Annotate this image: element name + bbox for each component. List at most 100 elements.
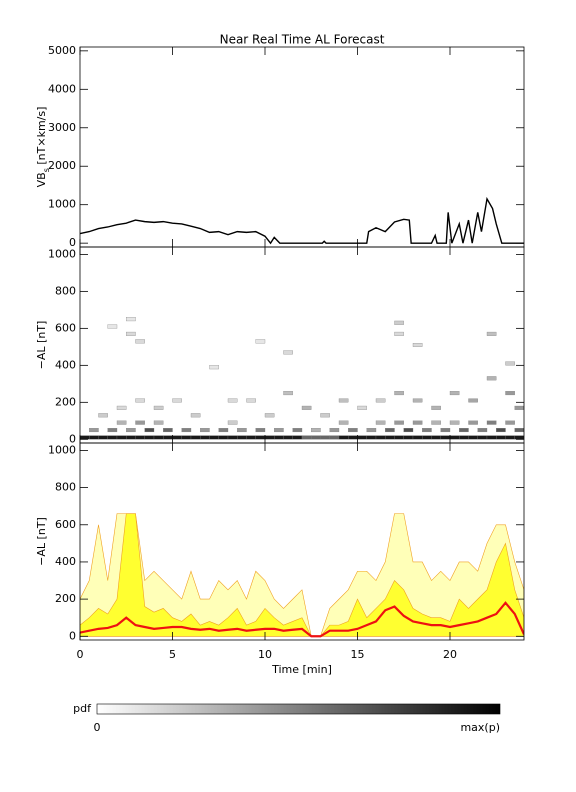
heatmap-cell [486, 420, 497, 425]
heatmap-cell [283, 435, 293, 440]
line [80, 196, 524, 245]
heatmap-cell [264, 435, 275, 440]
heatmap-cell [116, 435, 127, 440]
heatmap-cell [486, 331, 497, 336]
heatmap-cell [385, 428, 395, 433]
heatmap-cell [366, 435, 377, 440]
heatmap-cell [412, 398, 423, 403]
heatmap-cell [301, 405, 312, 410]
heatmap-cell [505, 391, 515, 396]
y-tick-label: 400 [55, 555, 76, 568]
heatmap-cell [394, 331, 404, 336]
heatmap-cell [227, 435, 238, 440]
x-tick-label: 15 [351, 648, 365, 661]
y-tick-label: 0 [69, 236, 76, 249]
heatmap-cell [505, 361, 515, 366]
heatmap-cell [385, 435, 395, 440]
plot-area [80, 513, 524, 638]
heatmap-cell [98, 435, 108, 440]
heatmap-cell [274, 428, 284, 433]
heatmap-cell [468, 420, 478, 425]
heatmap-cell [181, 428, 192, 433]
heatmap-cell [329, 435, 340, 440]
heatmap-cell [431, 405, 441, 410]
heatmap-cell [292, 428, 303, 433]
heatmap-cell [486, 435, 497, 440]
heatmap-cell [107, 428, 118, 433]
heatmap-cell [264, 413, 275, 418]
plot-frame [79, 46, 525, 248]
heatmap-cell [514, 405, 524, 410]
heatmap-cell [375, 420, 386, 425]
x-tick-label: 0 [77, 648, 84, 661]
heatmap-cell [412, 435, 423, 440]
heatmap-cell [468, 435, 478, 440]
plot-frame [79, 246, 525, 444]
heatmap-cell [477, 428, 488, 433]
y-axis-label: −AL [nT] [35, 517, 48, 566]
heatmap-cell [200, 435, 210, 440]
heatmap-cell [412, 420, 423, 425]
heatmap-cell [459, 428, 469, 433]
heatmap-cell [144, 428, 155, 433]
heatmap-cell [357, 405, 367, 410]
heatmap-cell [431, 420, 441, 425]
y-tick-label: 5000 [48, 44, 76, 57]
y-tick-label: 2000 [48, 159, 76, 172]
heatmap-cell [126, 317, 136, 322]
heatmap-cell [301, 435, 312, 440]
heatmap-cell [255, 339, 266, 344]
heatmap-cell [449, 435, 460, 440]
heatmap-cell [116, 420, 127, 425]
heatmap-cell [135, 339, 145, 344]
heatmap-cell [468, 398, 478, 403]
heatmap-cell [338, 435, 349, 440]
heatmap-cell [440, 428, 451, 433]
heatmap-cell [126, 435, 136, 440]
heatmap-cell [514, 435, 524, 440]
heatmap-cell [375, 435, 386, 440]
heatmap-cell [237, 435, 247, 440]
x-tick-label: 10 [258, 648, 272, 661]
heatmap-cell [459, 435, 469, 440]
heatmap-cell [163, 435, 173, 440]
plot-area [80, 196, 524, 245]
heatmap-cell [163, 428, 173, 433]
heatmap-cell [89, 435, 99, 440]
chart-title: Near Real Time AL Forecast [220, 33, 385, 47]
y-label-unit: [nT×km/s] [35, 107, 48, 169]
heatmap-cell [496, 435, 506, 440]
heatmap-cell [394, 320, 404, 325]
heatmap-cell [357, 435, 367, 440]
colorbar [96, 703, 501, 715]
heatmap-cell [449, 420, 460, 425]
heatmap-cell [126, 331, 136, 336]
y-tick-label: 0 [69, 432, 76, 445]
colorbar-label: pdf [73, 702, 92, 715]
heatmap-cell [394, 435, 404, 440]
heatmap-cell [227, 398, 238, 403]
y-label-main: VB [35, 172, 48, 187]
x-tick-label: 20 [443, 648, 457, 661]
x-tick-label: 5 [169, 648, 176, 661]
heatmap-cell [422, 435, 432, 440]
heatmap-cell [172, 435, 182, 440]
heatmap-cell [505, 420, 515, 425]
heatmap-cell [348, 435, 358, 440]
heatmap-cell [311, 428, 321, 433]
heatmap-cell [255, 435, 266, 440]
heatmap-cell [135, 398, 145, 403]
heatmap-cell [477, 435, 488, 440]
heatmap-cell [172, 398, 182, 403]
y-tick-label: 800 [55, 481, 76, 494]
heatmap-cell [89, 428, 99, 433]
line [80, 601, 524, 638]
heatmap-cell [107, 435, 118, 440]
heatmap-cell [255, 428, 266, 433]
heatmap-cell [107, 324, 118, 329]
y-tick-label: 600 [55, 321, 76, 334]
y-tick-label: 3000 [48, 121, 76, 134]
heatmap-cell [246, 435, 256, 440]
y-label-sub: s [42, 168, 51, 172]
